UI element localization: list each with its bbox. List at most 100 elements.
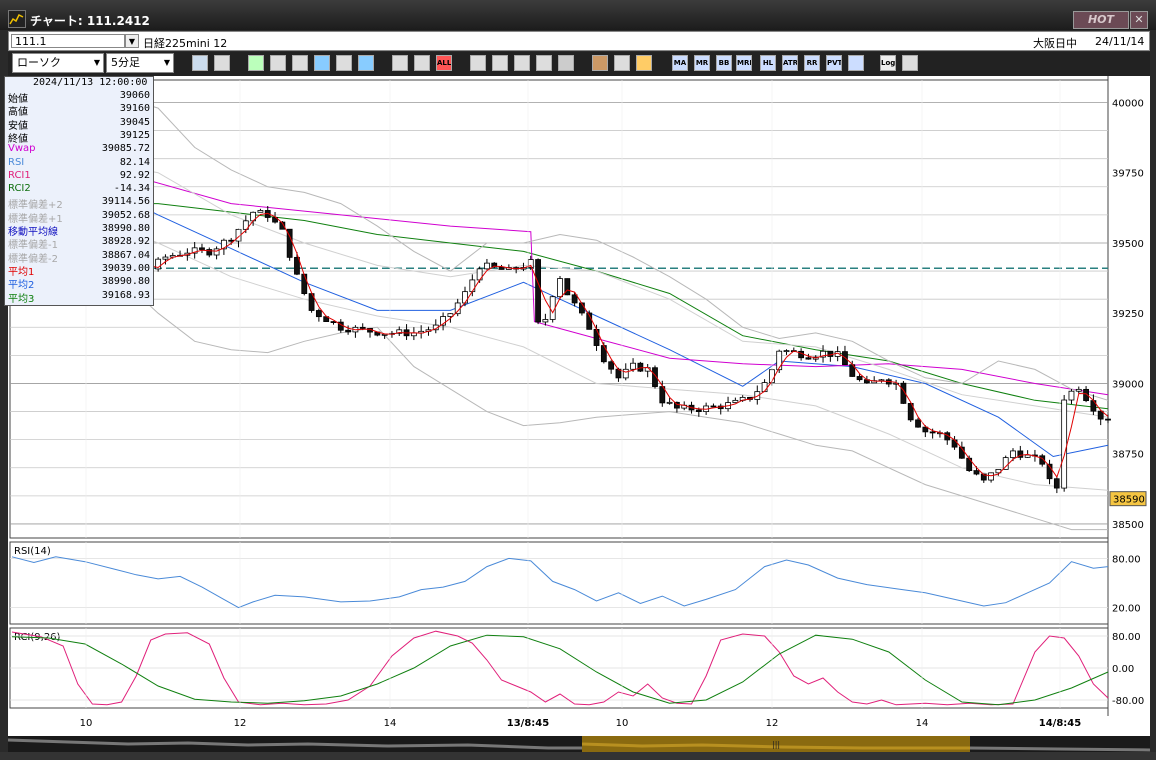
x-tick-label: 10 xyxy=(80,718,93,729)
chart-scrollbar[interactable]: ||| xyxy=(7,736,1151,752)
candle-body xyxy=(652,367,658,387)
market-name: 大阪日中 xyxy=(1033,37,1077,50)
candle-body xyxy=(220,239,227,250)
indicator-line-5 xyxy=(11,186,1108,531)
toolbar-bar-cross-icon[interactable] xyxy=(536,55,552,71)
toolbar-copy-icon[interactable] xyxy=(314,55,330,71)
close-button[interactable]: ✕ xyxy=(1130,11,1148,29)
toolbar-mre-button[interactable]: MRE xyxy=(736,55,752,71)
data-window-row: 安値 39045 xyxy=(8,116,152,132)
toolbar-all-button[interactable]: ALL xyxy=(436,55,452,71)
chevron-down-icon: ▼ xyxy=(93,58,100,67)
series-line-rci2 xyxy=(11,634,1109,706)
toolbar-log-button[interactable]: Log xyxy=(880,55,896,71)
data-window-value: 82.14 xyxy=(119,156,150,168)
toolbar-candle-tick-icon[interactable] xyxy=(414,55,430,71)
data-window-value: 39160 xyxy=(119,103,150,115)
data-window-label: 標準偏差+2 xyxy=(8,200,63,212)
data-window-label: 平均3 xyxy=(8,293,35,305)
toolbar-settings-icon[interactable] xyxy=(592,55,608,71)
x-tick-label: 12 xyxy=(234,718,247,729)
candle-body xyxy=(564,278,571,296)
hot-button[interactable]: HOT xyxy=(1073,11,1129,29)
toolbar-pencil-icon[interactable] xyxy=(248,55,264,71)
toolbar-arrow-icon[interactable] xyxy=(470,55,486,71)
toolbar-info-icon[interactable] xyxy=(558,55,574,71)
candle-body xyxy=(491,262,498,268)
toolbar-line-icon[interactable] xyxy=(270,55,286,71)
toolbar-hl-button[interactable]: HL xyxy=(760,55,776,71)
data-window-value: 39045 xyxy=(119,116,150,128)
candle-body xyxy=(805,357,812,360)
chevron-down-icon: ▼ xyxy=(163,58,170,67)
toolbar-mr-button[interactable]: MR xyxy=(694,55,710,71)
candle-body xyxy=(272,217,278,223)
toolbar-document-icon[interactable] xyxy=(336,55,352,71)
data-window-value: 39052.68 xyxy=(101,209,150,221)
symbol-input[interactable]: 111.1 xyxy=(11,34,125,48)
candle-body xyxy=(1097,410,1104,420)
candle-body xyxy=(469,279,476,293)
toolbar-candle-icon[interactable] xyxy=(392,55,408,71)
chart-type-select[interactable]: ローソク ▼ xyxy=(12,53,104,73)
data-window-row: 標準偏差-2 38867.04 xyxy=(8,250,152,265)
data-window-value: 39085.72 xyxy=(101,143,150,155)
toolbar-export-icon[interactable] xyxy=(902,55,918,71)
toolbar-atr-button[interactable]: ATR xyxy=(782,55,798,71)
toolbar-grid-icon[interactable] xyxy=(214,55,230,71)
data-window-label: 平均1 xyxy=(8,266,35,278)
toolbar-search-icon[interactable] xyxy=(492,55,508,71)
scrollbar-thumb[interactable]: ||| xyxy=(581,736,970,752)
toolbar-cursor-icon[interactable] xyxy=(292,55,308,71)
data-window-label: RCI2 xyxy=(8,183,31,195)
timeframe-select[interactable]: 5分足 ▼ xyxy=(106,53,174,73)
data-window-value: 39114.56 xyxy=(101,196,150,208)
toolbar-ma-button[interactable]: MA xyxy=(672,55,688,71)
y-tick-label: 0.00 xyxy=(1112,664,1134,675)
current-price-label: 38590 xyxy=(1113,495,1145,506)
toolbar-bb-button[interactable]: BB xyxy=(716,55,732,71)
toolbar-frame-icon[interactable] xyxy=(848,55,864,71)
y-tick-label: 39000 xyxy=(1112,379,1144,390)
toolbar-trash-icon[interactable] xyxy=(358,55,374,71)
candle-body xyxy=(279,221,286,230)
data-window-value: 39125 xyxy=(119,129,150,141)
chart-canvas[interactable]: 40000 39750 39500 39250 39000 38750 38500 38590… xyxy=(8,76,1150,736)
window-title: チャート: 111.2412 xyxy=(30,14,150,28)
pane-label: RSI(14) xyxy=(14,546,51,557)
toolbar-zoom-icon[interactable] xyxy=(192,55,208,71)
y-tick-label: 38500 xyxy=(1112,520,1144,531)
toolbar-bar-icon[interactable] xyxy=(514,55,530,71)
toolbar-pvt-button[interactable]: PVT xyxy=(826,55,842,71)
candle-body xyxy=(199,247,205,250)
candle-body xyxy=(820,350,826,358)
candle-body xyxy=(893,382,900,385)
symbol-dropdown-button[interactable]: ▼ xyxy=(125,34,139,48)
candle-body xyxy=(695,409,702,413)
candle-body xyxy=(856,376,863,381)
data-window-row: RSI 82.14 xyxy=(8,157,152,170)
data-window-row: RCI1 92.92 xyxy=(8,170,152,183)
candle-body xyxy=(1105,418,1111,421)
x-tick-label: 14 xyxy=(384,718,397,729)
toolbar-palette-icon[interactable] xyxy=(636,55,652,71)
candle-body xyxy=(359,326,366,329)
toolbar-brush-icon[interactable] xyxy=(614,55,630,71)
data-window-label: 平均2 xyxy=(8,280,35,292)
data-window-row: 平均1 39039.00 xyxy=(8,262,152,278)
data-window-value: -14.34 xyxy=(113,183,150,195)
data-window-label: Vwap xyxy=(8,143,36,155)
toolbar-rr-button[interactable]: RR xyxy=(804,55,820,71)
chart-area[interactable]: 40000 39750 39500 39250 39000 38750 38500 38590… xyxy=(8,76,1150,736)
data-window-label: 終値 xyxy=(8,133,28,145)
candle-body xyxy=(1053,478,1060,489)
indicator-line-1 xyxy=(11,161,1109,458)
data-window-value: 39039.00 xyxy=(101,262,150,274)
indicator-line-6 xyxy=(11,158,1109,418)
candle-body xyxy=(1024,454,1031,458)
candle-body xyxy=(294,256,300,275)
candle-body xyxy=(1039,455,1046,465)
candle-body xyxy=(1002,457,1009,470)
data-window-value: 39060 xyxy=(119,90,150,101)
candle-body xyxy=(666,401,673,404)
